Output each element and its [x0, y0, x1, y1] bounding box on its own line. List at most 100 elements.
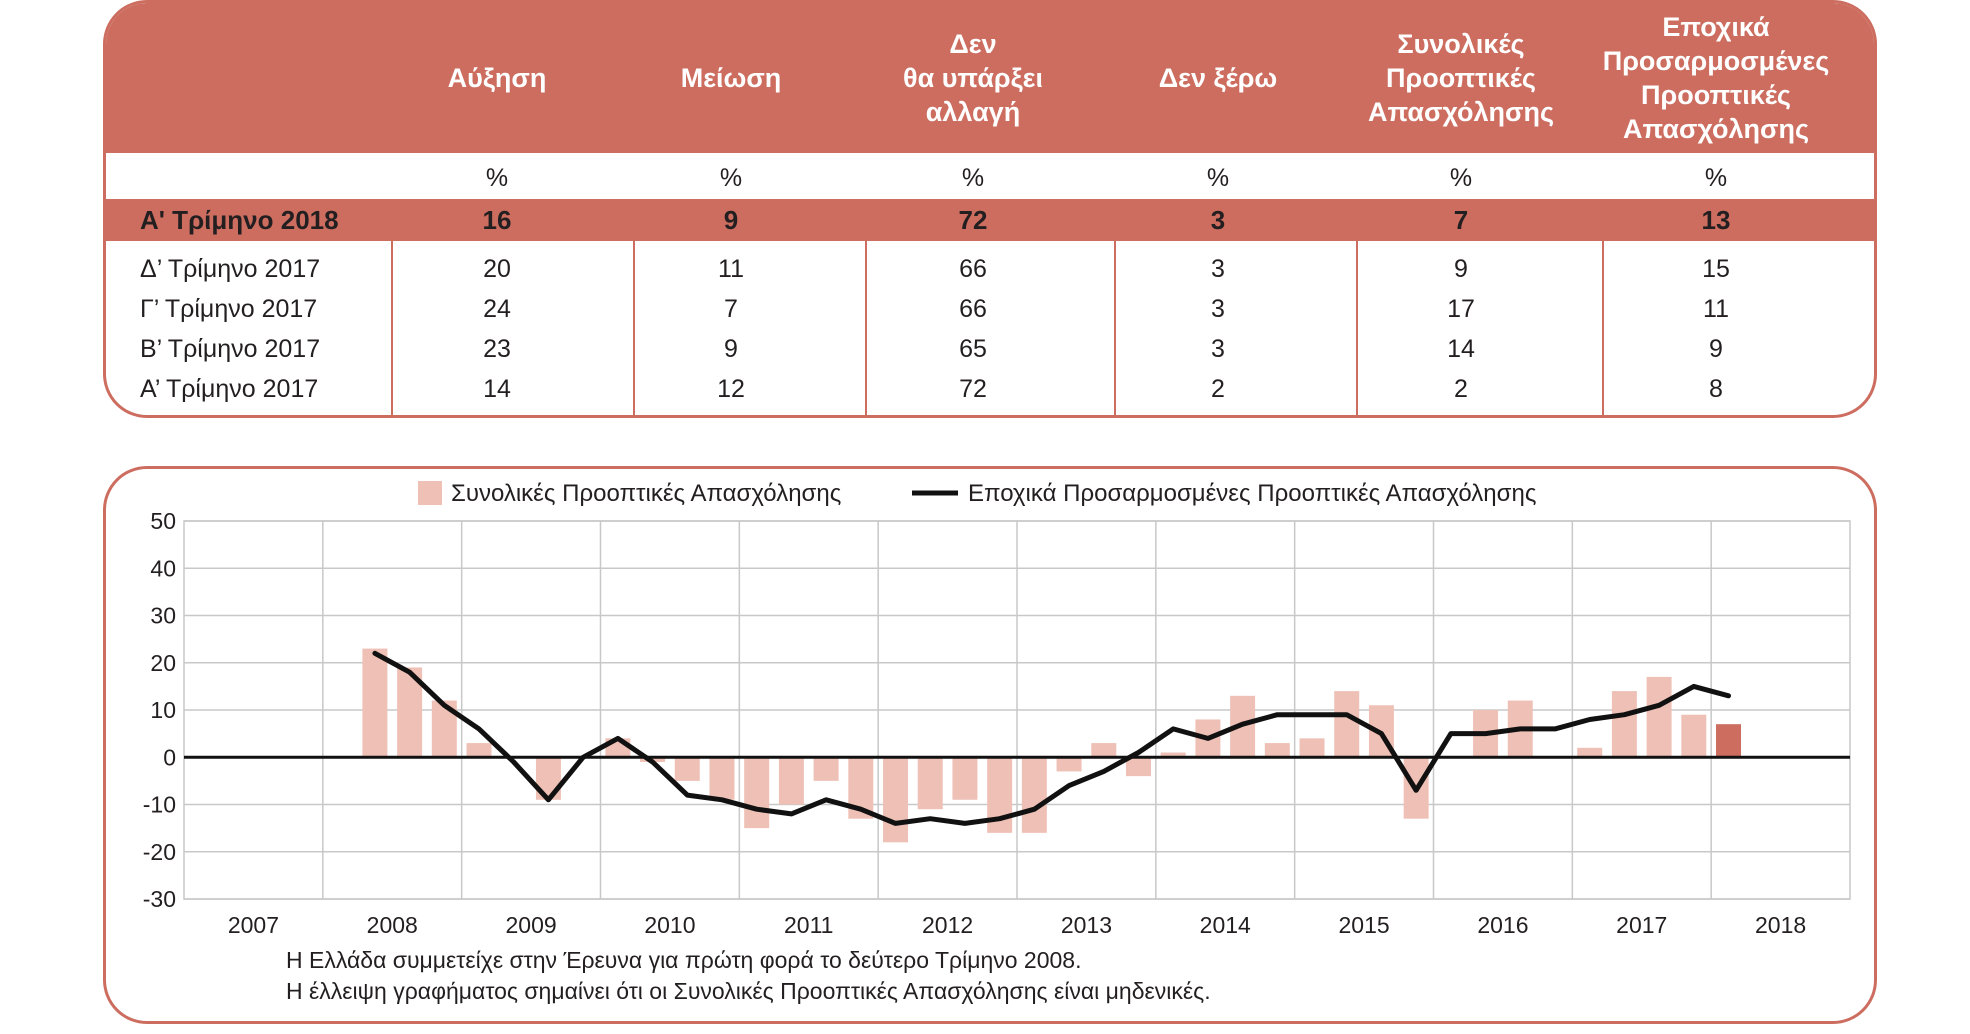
bar-net-outlook	[1021, 757, 1047, 833]
header-increase: Αύξηση	[447, 63, 547, 93]
header-seasonally-adjusted: Εποχικά Προσαρμοσμένες Προοπτικές Απασχό…	[1602, 12, 1830, 144]
bar-net-outlook	[1334, 691, 1360, 758]
bar-net-outlook	[362, 648, 388, 758]
x-tick-label: 2012	[922, 912, 973, 938]
table-cell: 20	[483, 255, 511, 283]
table-cell: 23	[483, 335, 511, 363]
bar-net-outlook	[1577, 747, 1603, 758]
y-tick-label: 50	[150, 508, 176, 534]
x-tick-label: 2010	[644, 912, 695, 938]
table-cell: 11	[1703, 295, 1729, 323]
table-cell: 2	[1454, 375, 1468, 403]
y-tick-label: -20	[143, 839, 176, 865]
column-divider	[391, 241, 393, 415]
current-value: 3	[1210, 205, 1226, 235]
table-cell: 3	[1211, 295, 1225, 323]
header-net-outlook: Συνολικές Προοπτικές Απασχόλησης	[1367, 29, 1555, 127]
unit-percent: %	[719, 164, 743, 192]
unit-percent: %	[1449, 164, 1473, 192]
bar-net-outlook	[1091, 743, 1117, 758]
line-seasonally-adjusted	[372, 650, 1731, 826]
employment-outlook-chart: 50 40 30 20 10 0 -10 -20 -30 2007 2008 2009 2010 2011…	[103, 466, 1877, 1024]
bar-net-outlook	[813, 757, 839, 781]
table-cell: 65	[959, 335, 987, 363]
legend-label-net-outlook: Συνολικές Προοπτικές Απασχόλησης	[451, 480, 841, 507]
y-tick-label: 30	[150, 603, 176, 629]
chart-note-second: Η έλλειψη γραφήματος σημαίνει ότι οι Συν…	[286, 978, 1211, 1004]
bar-net-outlook	[1056, 757, 1082, 772]
bar-net-outlook	[1264, 743, 1290, 758]
x-tick-label: 2008	[367, 912, 418, 938]
legend-label-seasonal: Εποχικά Προσαρμοσμένες Προοπτικές Απασχό…	[968, 480, 1536, 507]
header-dont-know: Δεν ξέρω	[1158, 63, 1278, 93]
table-cell: 15	[1702, 255, 1730, 283]
y-tick-label: -30	[143, 886, 176, 912]
y-tick-label: 20	[150, 650, 176, 676]
table-cell: 9	[1454, 255, 1468, 283]
table-cell: 3	[1211, 255, 1225, 283]
legend-swatch-net-outlook	[418, 481, 442, 505]
current-value: 9	[723, 205, 739, 235]
bar-net-outlook	[1125, 757, 1151, 777]
bar-net-outlook	[1611, 691, 1637, 758]
x-tick-label: 2009	[505, 912, 556, 938]
table-cell: 14	[483, 375, 511, 403]
bar-net-outlook	[466, 743, 492, 758]
chart-bars	[362, 648, 1742, 843]
x-tick-label: 2014	[1200, 912, 1251, 938]
bar-net-outlook	[709, 757, 735, 800]
x-tick-label: 2011	[784, 912, 833, 938]
column-divider	[865, 241, 867, 415]
header-decrease: Μείωση	[680, 63, 782, 93]
bar-net-outlook	[1299, 738, 1325, 758]
y-tick-label: 10	[150, 697, 176, 723]
table-cell: 11	[718, 255, 744, 283]
y-tick-label: 0	[163, 744, 176, 770]
current-value: 7	[1453, 205, 1469, 235]
column-divider	[1356, 241, 1358, 415]
bar-net-outlook	[917, 757, 943, 810]
table-cell: 17	[1447, 295, 1475, 323]
unit-percent: %	[485, 164, 509, 192]
row-label: Β’ Τρίμηνο 2017	[140, 335, 321, 363]
header-no-change: Δεν θα υπάρξει αλλαγή	[903, 29, 1043, 127]
table-cell: 9	[724, 335, 738, 363]
chart-grid	[183, 520, 1851, 900]
bar-net-outlook	[778, 757, 804, 805]
bar-net-outlook	[1646, 676, 1672, 758]
table-cell: 3	[1211, 335, 1225, 363]
bar-net-outlook	[952, 757, 978, 800]
x-tick-label: 2016	[1477, 912, 1528, 938]
chart-note-first: Η Ελλάδα συμμετείχε στην Έρευνα για πρώτ…	[286, 947, 1082, 973]
table-cell: 14	[1447, 335, 1475, 363]
row-label: Α’ Τρίμηνο 2017	[140, 375, 319, 403]
x-tick-label: 2007	[228, 912, 279, 938]
table-cell: 9	[1709, 335, 1723, 363]
unit-percent: %	[1206, 164, 1230, 192]
unit-percent: %	[1704, 164, 1728, 192]
current-quarter-row	[106, 199, 1874, 241]
bar-net-outlook	[1681, 714, 1707, 758]
bar-net-outlook	[883, 757, 909, 843]
x-tick-label: 2013	[1061, 912, 1112, 938]
bar-net-outlook	[674, 757, 700, 781]
y-tick-label: 40	[150, 555, 176, 581]
column-divider	[633, 241, 635, 415]
current-quarter-label: Α' Τρίμηνο 2018	[140, 205, 339, 235]
unit-percent: %	[961, 164, 985, 192]
chart-legend: Συνολικές Προοπτικές Απασχόλησης Εποχικά…	[418, 480, 1536, 507]
y-tick-label: -10	[143, 792, 176, 818]
chart-line	[372, 650, 1731, 826]
row-label: Γ’ Τρίμηνο 2017	[140, 295, 318, 323]
current-value: 16	[482, 205, 512, 235]
table-cell: 72	[959, 375, 987, 403]
employment-outlook-table: Αύξηση Μείωση Δεν θα υπάρξει αλλαγή Δεν …	[103, 0, 1877, 418]
current-value: 72	[958, 205, 988, 235]
table-cell: 24	[483, 295, 511, 323]
x-tick-label: 2018	[1755, 912, 1806, 938]
table-cell: 2	[1211, 375, 1225, 403]
table-cell: 8	[1709, 375, 1723, 403]
column-divider	[1114, 241, 1116, 415]
